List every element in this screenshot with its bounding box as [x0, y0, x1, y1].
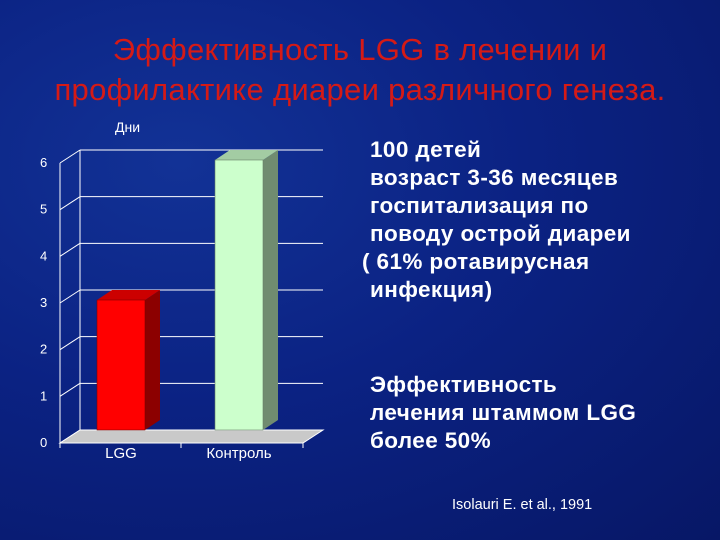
bar — [214, 150, 278, 431]
y-tick-label: 4 — [40, 248, 47, 263]
slide-title: Эффективность LGG в лечении и профилакти… — [0, 30, 720, 110]
x-category-label: LGG — [105, 445, 137, 462]
gridline-diagonal — [59, 242, 81, 257]
gridline-diagonal — [59, 382, 81, 397]
gridline-diagonal — [59, 196, 81, 211]
effectiveness-line: Эффективность — [370, 372, 558, 397]
bar-front — [96, 299, 146, 431]
info-line: инфекция) — [370, 277, 493, 302]
y-tick-label: 5 — [40, 202, 47, 217]
title-line-2: профилактике диареи различного генеза. — [54, 72, 666, 107]
effectiveness-line: более 50% — [370, 428, 491, 453]
bar-top — [97, 290, 160, 300]
effectiveness-line: лечения штаммом LGG — [370, 400, 637, 425]
gridline-diagonal — [59, 289, 81, 304]
info-line: 100 детей — [370, 137, 482, 162]
bar-top — [215, 150, 278, 160]
bar-side — [263, 150, 278, 430]
citation: Isolauri E. et al., 1991 — [452, 497, 593, 513]
effectiveness-statement: Эффективность лечения штаммом LGG более … — [370, 371, 710, 455]
chart-floor-plane — [58, 429, 325, 444]
y-tick-label: 1 — [40, 388, 47, 403]
y-axis-label: Дни — [115, 119, 140, 135]
info-line: поводу острой диареи — [370, 221, 631, 246]
x-category-label: Контроль — [206, 445, 271, 462]
title-line-1: Эффективность LGG в лечении и — [112, 32, 608, 67]
info-line: ( 61% ротавирусная — [362, 249, 590, 274]
y-tick-label: 0 — [40, 435, 47, 450]
bar-side — [145, 290, 160, 430]
chart-y-ticks: 0 1 2 3 4 5 6 — [40, 155, 47, 450]
chart-floor — [58, 429, 325, 444]
chart-x-labels: LGG Контроль — [105, 445, 272, 462]
study-info: 100 детей возраст 3-36 месяцев госпитали… — [357, 136, 707, 304]
gridline-diagonal — [59, 149, 81, 164]
info-line: возраст 3-36 месяцев — [370, 165, 619, 190]
bar — [96, 290, 160, 431]
chart-bars — [96, 150, 278, 431]
bar-front — [214, 159, 264, 431]
y-tick-label: 3 — [40, 295, 47, 310]
y-tick-label: 2 — [40, 342, 47, 357]
chart-axes — [59, 150, 304, 448]
y-tick-label: 6 — [40, 155, 47, 170]
gridline-diagonal — [59, 336, 81, 351]
info-line: госпитализация по — [370, 193, 589, 218]
